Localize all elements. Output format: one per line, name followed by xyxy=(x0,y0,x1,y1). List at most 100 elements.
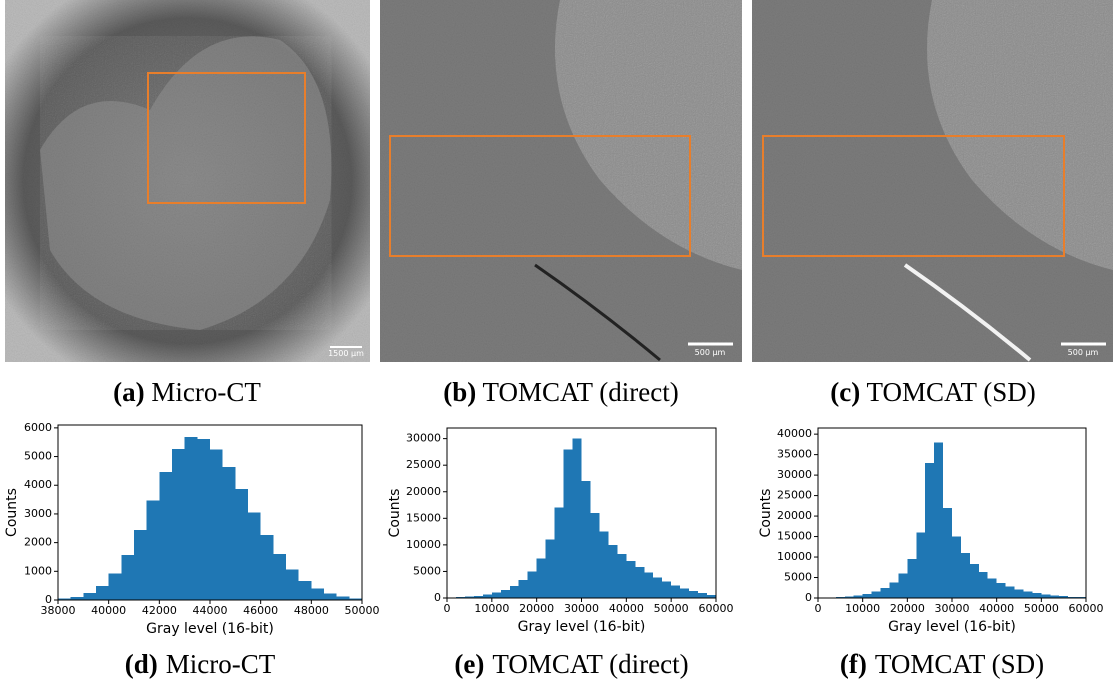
x-tick-label: 48000 xyxy=(294,604,329,617)
x-axis-label: Gray level (16-bit) xyxy=(146,621,274,637)
image-panel: 1500 µm (a) Micro-CT xyxy=(5,0,370,407)
bar xyxy=(988,578,997,598)
x-tick-label: 10000 xyxy=(845,602,880,615)
bar xyxy=(223,467,236,600)
bar xyxy=(1041,594,1050,598)
bar xyxy=(197,439,210,600)
bar xyxy=(83,593,96,600)
bar xyxy=(961,553,970,598)
scale-bar-label: 1500 µm xyxy=(328,349,364,358)
bar xyxy=(210,449,223,600)
caption-label: (c) xyxy=(830,377,860,407)
x-tick-label: 38000 xyxy=(41,604,76,617)
bar xyxy=(881,588,890,598)
bar xyxy=(599,532,608,598)
bar xyxy=(337,597,350,600)
scale-bar-label: 500 µm xyxy=(695,348,726,357)
bar xyxy=(635,567,644,598)
x-axis-label: Gray level (16-bit) xyxy=(888,619,1016,635)
bar xyxy=(147,501,160,600)
bar xyxy=(121,555,134,600)
caption: (c) TOMCAT (SD) xyxy=(830,377,1036,407)
y-tick-label: 30000 xyxy=(406,432,441,445)
x-tick-label: 30000 xyxy=(564,602,599,615)
y-tick-label: 6000 xyxy=(24,421,52,434)
y-tick-label: 25000 xyxy=(777,489,812,502)
bar xyxy=(185,437,198,600)
y-tick-label: 10000 xyxy=(406,538,441,551)
y-tick-label: 20000 xyxy=(406,485,441,498)
y-tick-label: 20000 xyxy=(777,509,812,522)
bar xyxy=(653,577,662,598)
bar xyxy=(299,581,312,600)
bar xyxy=(689,591,698,598)
x-tick-label: 0 xyxy=(815,602,822,615)
caption-label: (b) xyxy=(443,377,476,407)
bar xyxy=(617,554,626,598)
x-tick-label: 30000 xyxy=(935,602,970,615)
x-tick-label: 20000 xyxy=(519,602,554,615)
y-tick-label: 10000 xyxy=(777,550,812,563)
bar xyxy=(172,449,185,600)
y-tick-label: 15000 xyxy=(406,511,441,524)
bar xyxy=(1006,587,1015,598)
caption-label: (f) xyxy=(840,649,867,679)
bar xyxy=(564,449,573,598)
bar xyxy=(248,513,261,601)
bar xyxy=(324,594,337,600)
x-axis-label: Gray level (16-bit) xyxy=(518,619,646,635)
image-panel: 500 µm (c) TOMCAT (SD) xyxy=(752,0,1113,407)
x-tick-label: 50000 xyxy=(654,602,689,615)
bar xyxy=(492,593,501,598)
bar xyxy=(109,573,122,600)
y-tick-label: 5000 xyxy=(413,564,441,577)
bar xyxy=(1032,593,1041,598)
bar xyxy=(934,442,943,598)
x-tick-label: 60000 xyxy=(1069,602,1104,615)
y-axis-label: Counts xyxy=(4,488,20,537)
bar xyxy=(997,583,1006,598)
caption-text: TOMCAT (direct) xyxy=(483,377,679,407)
x-tick-label: 50000 xyxy=(345,604,380,617)
y-tick-label: 35000 xyxy=(777,448,812,461)
caption-label: (e) xyxy=(454,649,484,679)
bar xyxy=(528,571,537,598)
bar xyxy=(644,573,653,599)
x-tick-label: 40000 xyxy=(609,602,644,615)
bar xyxy=(546,540,555,598)
histogram-panel: 0500010000150002000025000300003500040000… xyxy=(758,427,1104,679)
bar xyxy=(943,508,952,598)
x-tick-label: 10000 xyxy=(474,602,509,615)
x-tick-label: 42000 xyxy=(142,604,177,617)
bar xyxy=(979,572,988,598)
x-tick-label: 46000 xyxy=(243,604,278,617)
y-axis-label: Counts xyxy=(758,489,774,538)
bar xyxy=(286,570,299,600)
bar xyxy=(863,594,872,598)
scale-bar-label: 500 µm xyxy=(1068,348,1099,357)
caption: (e)TOMCAT (direct) xyxy=(454,649,688,679)
y-tick-label: 15000 xyxy=(777,530,812,543)
image-panel: 500 µm (b) TOMCAT (direct) xyxy=(380,0,742,407)
bar xyxy=(626,561,635,598)
bar xyxy=(510,586,519,598)
x-tick-label: 44000 xyxy=(193,604,228,617)
figure: 1500 µm (a) Micro-CT 500 µm (b) TOMCAT (… xyxy=(0,0,1115,688)
bar xyxy=(582,481,591,598)
bar xyxy=(970,564,979,598)
bar xyxy=(1015,589,1024,598)
x-tick-label: 40000 xyxy=(979,602,1014,615)
y-tick-label: 1000 xyxy=(24,564,52,577)
caption-text: TOMCAT (SD) xyxy=(866,377,1035,407)
caption: (d)Micro-CT xyxy=(125,649,276,679)
bar xyxy=(590,513,599,598)
bar xyxy=(273,554,286,600)
bar xyxy=(662,582,671,598)
caption-text: Micro-CT xyxy=(151,377,261,407)
bar xyxy=(680,588,689,598)
bar xyxy=(501,590,510,598)
bar xyxy=(134,530,147,600)
x-tick-label: 50000 xyxy=(1024,602,1059,615)
bar xyxy=(898,573,907,598)
bar xyxy=(235,489,248,600)
